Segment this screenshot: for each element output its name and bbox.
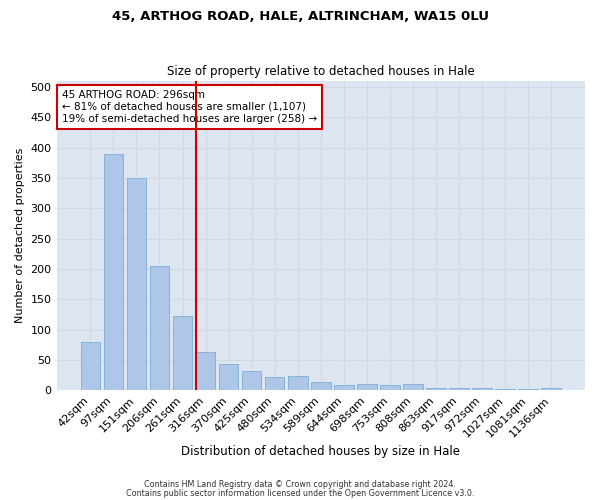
Title: Size of property relative to detached houses in Hale: Size of property relative to detached ho…: [167, 66, 475, 78]
Bar: [311, 382, 331, 390]
Bar: [541, 388, 561, 390]
Text: Contains public sector information licensed under the Open Government Licence v3: Contains public sector information licen…: [126, 488, 474, 498]
Bar: [380, 386, 400, 390]
Bar: [288, 376, 308, 390]
Bar: [242, 371, 262, 390]
Text: Contains HM Land Registry data © Crown copyright and database right 2024.: Contains HM Land Registry data © Crown c…: [144, 480, 456, 489]
Bar: [334, 386, 353, 390]
Bar: [173, 316, 193, 390]
Bar: [80, 342, 100, 390]
X-axis label: Distribution of detached houses by size in Hale: Distribution of detached houses by size …: [181, 444, 460, 458]
Bar: [127, 178, 146, 390]
Bar: [426, 388, 446, 390]
Bar: [104, 154, 123, 390]
Bar: [265, 377, 284, 390]
Bar: [472, 388, 492, 390]
Text: 45, ARTHOG ROAD, HALE, ALTRINCHAM, WA15 0LU: 45, ARTHOG ROAD, HALE, ALTRINCHAM, WA15 …: [112, 10, 488, 23]
Text: 45 ARTHOG ROAD: 296sqm
← 81% of detached houses are smaller (1,107)
19% of semi-: 45 ARTHOG ROAD: 296sqm ← 81% of detached…: [62, 90, 317, 124]
Bar: [403, 384, 423, 390]
Bar: [196, 352, 215, 390]
Bar: [219, 364, 238, 390]
Bar: [496, 389, 515, 390]
Bar: [449, 388, 469, 390]
Bar: [518, 389, 538, 390]
Bar: [357, 384, 377, 390]
Bar: [149, 266, 169, 390]
Y-axis label: Number of detached properties: Number of detached properties: [15, 148, 25, 324]
